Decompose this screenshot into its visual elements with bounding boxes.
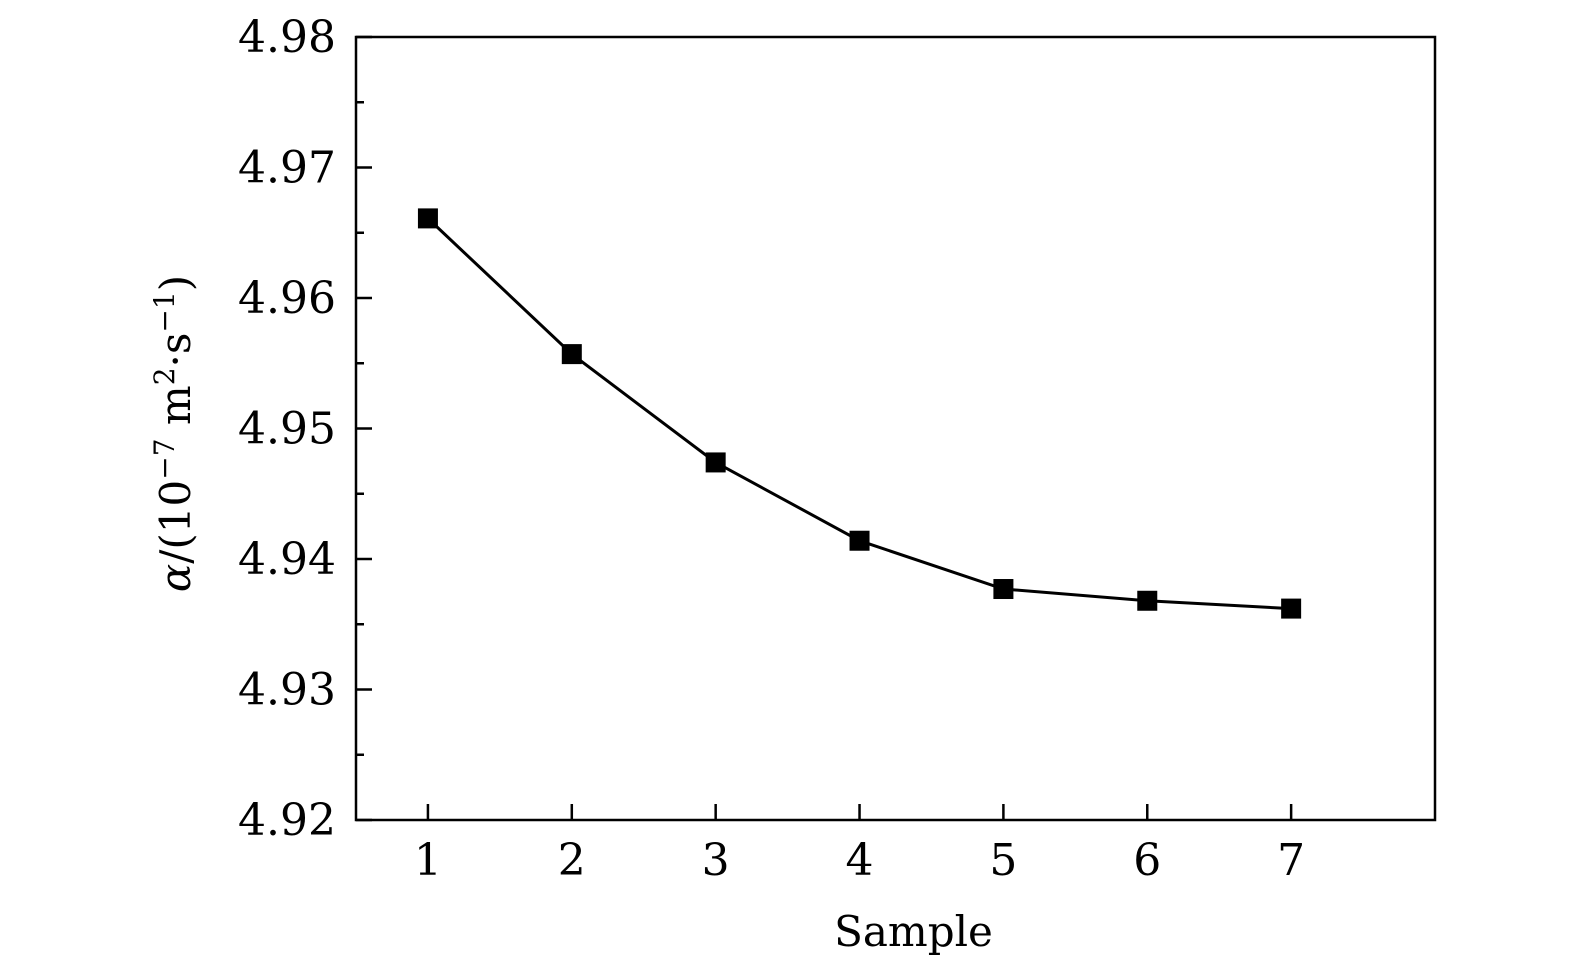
y-axis-title-unit-m: m [151,385,200,438]
data-point-marker [1137,590,1158,611]
x-tick-label: 2 [558,835,586,886]
data-point-marker [561,344,582,365]
y-tick-label: 4.94 [238,534,336,585]
y-tick-label: 4.95 [238,404,336,455]
y-tick-label: 4.96 [238,273,336,324]
y-tick-label: 4.92 [238,795,336,846]
y-axis-ticks: 4.92 4.93 4.94 4.95 4.96 4.97 4.98 [238,12,372,846]
x-axis-title: Sample [834,907,993,956]
data-point-marker [993,579,1014,600]
data-point-marker [1281,598,1302,619]
x-tick-label: 7 [1277,835,1305,886]
y-tick-label: 4.97 [238,143,336,194]
y-axis-title-prefix: /(10 [151,480,200,564]
y-axis-title: α/(10−7 m2·s−1) [148,275,200,592]
x-tick-label: 4 [846,835,874,886]
y-tick-label: 4.98 [238,12,336,63]
plot-frame [354,35,1437,822]
x-tick-label: 3 [702,835,730,886]
x-tick-label: 6 [1133,835,1161,886]
series-layer [417,208,1302,619]
y-axis-title-exp3: −1 [148,291,181,332]
y-tick-label: 4.93 [238,665,336,716]
y-axis-title-alpha: α [151,564,200,592]
y-axis-title-unit-s: ·s [151,333,200,368]
data-point-marker [705,452,726,473]
x-axis-ticks: 1 2 3 4 5 6 7 [414,804,1305,886]
y-axis-title-close: ) [151,275,200,291]
data-point-marker [417,208,438,229]
y-axis-title-exp1: −7 [148,438,181,479]
y-axis-title-exp2: 2 [148,367,181,385]
data-point-marker [849,530,870,551]
x-tick-label: 5 [989,835,1017,886]
x-tick-label: 1 [414,835,442,886]
